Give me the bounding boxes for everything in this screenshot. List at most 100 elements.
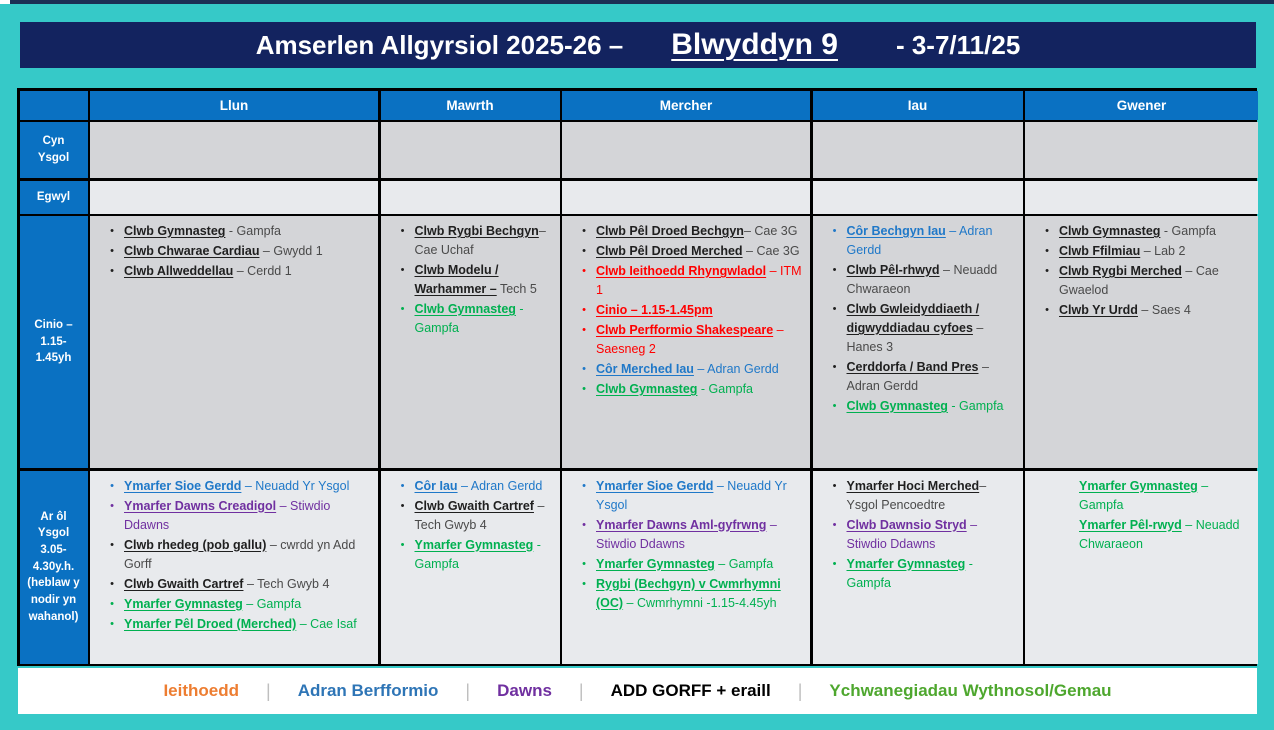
activity-text: Clwb Pêl-rhwyd – Neuadd Chwaraeon bbox=[847, 261, 1017, 299]
activity-location: – Neuadd Yr Ysgol bbox=[596, 478, 787, 512]
year-group-title: Blwyddyn 9 bbox=[671, 28, 838, 61]
activity-text: Clwb Dawnsio Stryd – Stiwdio Ddawns bbox=[847, 516, 1017, 554]
activity-location: – Tech Gwyb 4 bbox=[243, 576, 330, 591]
timetable-grid: Llun Mawrth Mercher Iau Gwener Cyn Ysgol Egwyl C… bbox=[17, 88, 1258, 666]
bullet-icon: • bbox=[582, 245, 586, 257]
cell-ar-ol-ysgol-gwener: Ymarfer Gymnasteg – Gampfa Ymarfer Pêl-rw… bbox=[1025, 470, 1258, 664]
activity-location: – Hanes 3 bbox=[846, 321, 984, 354]
activity-item: • Clwb Dawnsio Stryd – Stiwdio Ddawns bbox=[823, 516, 1017, 554]
activity-name: Ymarfer Dawns Aml-gyfrwng bbox=[596, 517, 767, 532]
activity-location: – Cae Uchaf bbox=[414, 224, 546, 257]
activity-name: Clwb Rygbi Bechgyn bbox=[414, 224, 539, 238]
activity-text: Clwb Rygbi Bechgyn– Cae Uchaf bbox=[415, 222, 554, 260]
legend-category-5: Ychwanegiadau Wythnosol/Gemau bbox=[829, 681, 1112, 700]
cell-egwyl-mawrth bbox=[380, 180, 560, 214]
activity-location: - Gampfa bbox=[697, 382, 753, 396]
legend-category-4: ADD GORFF + eraill bbox=[610, 681, 771, 700]
activity-name: Ymarfer Pêl-rwyd bbox=[1079, 517, 1182, 532]
bullet-icon: • bbox=[832, 557, 837, 570]
activity-item: • Ymarfer Dawns Creadigol – Stiwdio Ddawn… bbox=[100, 497, 372, 535]
activity-text: Clwb Gwaith Cartref – Tech Gwyb 4 bbox=[415, 497, 554, 535]
activity-text: Clwb Rygbi Merched – Cae Gwaelod bbox=[1059, 262, 1252, 300]
activity-text: Ymarfer Pêl-rwyd – Neuadd Chwaraeon bbox=[1079, 516, 1252, 554]
bullet-icon: • bbox=[582, 557, 586, 570]
activity-item: • Clwb Pêl Droed Merched – Cae 3G bbox=[572, 242, 804, 261]
cell-cyn-ysgol-mawrth bbox=[380, 122, 560, 178]
title-bar: Amserlen Allgyrsiol 2025-26 – Blwyddyn 9… bbox=[20, 22, 1256, 68]
activity-location: – Cae 3G bbox=[742, 244, 800, 258]
day-header-iau: Iau bbox=[812, 90, 1023, 120]
day-header-mercher: Mercher bbox=[562, 90, 810, 120]
activity-text: Clwb Allweddellau – Cerdd 1 bbox=[124, 262, 372, 281]
activity-location: Tech 5 bbox=[496, 282, 537, 296]
activity-item: • Clwb Gwaith Cartref – Tech Gwyb 4 bbox=[391, 497, 554, 535]
activity-item: • Côr Bechgyn Iau – Adran Gerdd bbox=[823, 222, 1017, 260]
activity-text: Ymarfer Gymnasteg – Gampfa bbox=[596, 555, 804, 574]
day-header-gwener: Gwener bbox=[1025, 90, 1258, 120]
activity-location: – Cae Isaf bbox=[296, 616, 357, 631]
activity-text: Ymarfer Gymnasteg – Gampfa bbox=[124, 595, 372, 614]
activity-location: – Neuadd Yr Ysgol bbox=[241, 478, 350, 493]
day-header-mawrth: Mawrth bbox=[380, 90, 560, 120]
activity-name: Ymarfer Gymnasteg bbox=[846, 556, 966, 571]
activity-location: – Adran Gerdd bbox=[693, 362, 779, 376]
bullet-icon: • bbox=[110, 245, 114, 257]
activity-item: • Côr Iau – Adran Gerdd bbox=[391, 477, 554, 496]
activity-name: Clwb Gymnasteg bbox=[1059, 224, 1161, 238]
activity-location: – Stiwdio Ddawns bbox=[124, 498, 331, 532]
bullet-icon: • bbox=[1045, 304, 1049, 316]
bullet-icon: • bbox=[110, 597, 114, 610]
activity-name: Côr Iau bbox=[414, 478, 458, 493]
bullet-icon: • bbox=[110, 617, 114, 630]
activity-location: – Neuadd Chwaraeon bbox=[1079, 517, 1240, 551]
activity-item: Ymarfer Pêl-rwyd – Neuadd Chwaraeon bbox=[1035, 516, 1252, 554]
activity-item: Ymarfer Gymnasteg – Gampfa bbox=[1035, 477, 1252, 515]
activity-text: Ymarfer Hoci Merched– Ysgol Pencoedtre bbox=[847, 477, 1017, 515]
cell-egwyl-gwener bbox=[1025, 180, 1258, 214]
activity-item: • Clwb Gymnasteg - Gampfa bbox=[100, 222, 372, 241]
activity-location: – Gwydd 1 bbox=[259, 244, 323, 258]
bullet-icon: • bbox=[582, 265, 586, 277]
activity-name: Clwb Gymnasteg bbox=[124, 224, 226, 238]
row-label-egwyl: Egwyl bbox=[19, 180, 88, 214]
activity-name: Clwb Modelu / Warhammer – bbox=[414, 263, 499, 296]
activity-name: Clwb Pêl-rhwyd bbox=[846, 263, 940, 277]
activity-text: Côr Bechgyn Iau – Adran Gerdd bbox=[847, 222, 1017, 260]
cell-cinio-iau: • Côr Bechgyn Iau – Adran Gerdd • Clwb Pêl-… bbox=[812, 216, 1023, 468]
activity-text: Clwb Yr Urdd – Saes 4 bbox=[1059, 301, 1252, 320]
bullet-icon: • bbox=[582, 577, 586, 590]
bullet-icon: • bbox=[582, 383, 586, 395]
activity-name: Clwb Rygbi Merched bbox=[1059, 264, 1182, 278]
activity-item: • Clwb Gymnasteg - Gampfa bbox=[572, 380, 804, 399]
activity-name: Clwb Perfformio Shakespeare bbox=[596, 323, 774, 337]
activity-location: – Gampfa bbox=[242, 596, 302, 611]
activity-text: Clwb Perfformio Shakespeare – Saesneg 2 bbox=[596, 321, 804, 359]
activity-location: – Cae Gwaelod bbox=[1059, 264, 1219, 297]
activity-name: Ymarfer Gymnasteg bbox=[414, 537, 534, 552]
activity-item: • Ymarfer Hoci Merched– Ysgol Pencoedtre bbox=[823, 477, 1017, 515]
cell-cyn-ysgol-iau bbox=[812, 122, 1023, 178]
cell-cinio-gwener: • Clwb Gymnasteg - Gampfa • Clwb Ffilmiau –… bbox=[1025, 216, 1258, 468]
activity-location: – Neuadd Chwaraeon bbox=[846, 263, 998, 296]
activity-text: Ymarfer Pêl Droed (Merched) – Cae Isaf bbox=[124, 615, 372, 634]
activity-location: – Adran Gerdd bbox=[457, 478, 543, 493]
activity-location: – Adran Gerdd bbox=[846, 224, 993, 257]
activity-name: Clwb rhedeg (pob gallu) bbox=[124, 537, 267, 552]
row-label-cinio: Cinio –1.15- 1.45yh bbox=[19, 216, 88, 468]
bullet-icon: • bbox=[400, 499, 405, 512]
day-header-llun: Llun bbox=[90, 90, 378, 120]
activity-text: Côr Merched Iau – Adran Gerdd bbox=[596, 360, 804, 379]
activity-item: • Clwb Gymnasteg - Gampfa bbox=[391, 300, 554, 338]
activity-location: – Gampfa bbox=[1079, 478, 1209, 512]
activity-location: - Gampfa bbox=[414, 537, 541, 571]
activity-item: • Cinio – 1.15-1.45pm bbox=[572, 301, 804, 320]
activity-name: Clwb Ffilmiau bbox=[1059, 244, 1141, 258]
activity-text: Clwb Ffilmiau – Lab 2 bbox=[1059, 242, 1252, 261]
bullet-icon: • bbox=[582, 479, 586, 492]
activity-item: • Clwb Ieithoedd Rhyngwladol – ITM 1 bbox=[572, 262, 804, 300]
activity-text: Clwb Chwarae Cardiau – Gwydd 1 bbox=[124, 242, 372, 261]
activity-location: – Stiwdio Ddawns bbox=[596, 517, 777, 551]
activity-item: • Clwb Gwleidyddiaeth / digwyddiadau cyfo… bbox=[823, 300, 1017, 357]
activity-name: Rygbi (Bechgyn) v Cwmrhymni (OC) bbox=[596, 576, 781, 610]
cell-cinio-mercher: • Clwb Pêl Droed Bechgyn– Cae 3G • Clwb Pêl… bbox=[562, 216, 810, 468]
